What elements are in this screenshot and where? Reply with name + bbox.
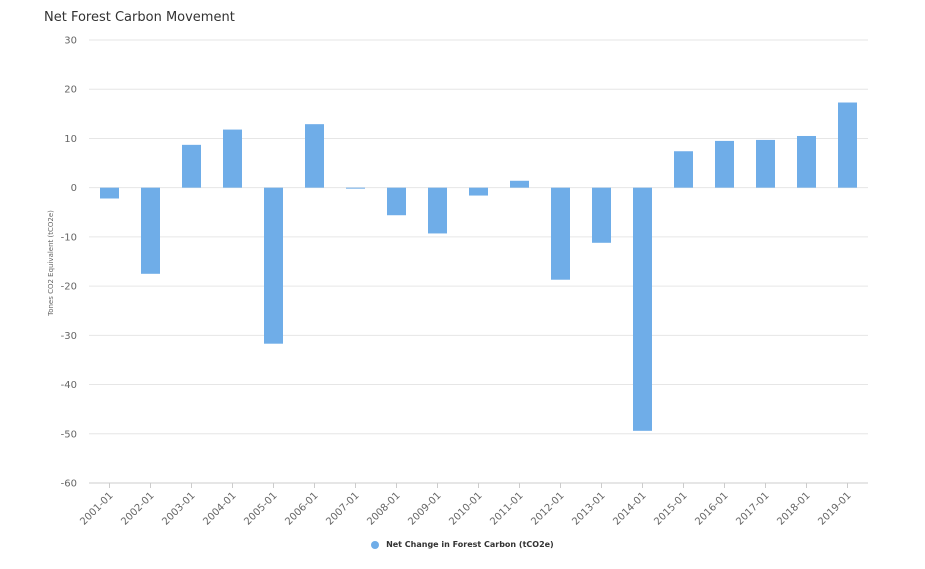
x-tick-label: 2007-01 bbox=[324, 490, 361, 527]
x-tick-label: 2003-01 bbox=[160, 490, 197, 527]
x-tick-label: 2013-01 bbox=[570, 490, 607, 527]
x-tick-label: 2001-01 bbox=[78, 490, 115, 527]
x-tick-label: 2005-01 bbox=[242, 490, 279, 527]
bar[interactable] bbox=[592, 187, 611, 243]
x-tick-label: 2012-01 bbox=[529, 490, 566, 527]
x-tick-label: 2014-01 bbox=[611, 490, 648, 527]
legend[interactable]: Net Change in Forest Carbon (tCO2e) bbox=[0, 540, 925, 549]
x-tick-label: 2011-01 bbox=[488, 490, 525, 527]
chart-title: Net Forest Carbon Movement bbox=[44, 10, 235, 25]
bar[interactable] bbox=[838, 102, 857, 188]
x-tick-label: 2018-01 bbox=[775, 490, 812, 527]
x-tick-label: 2004-01 bbox=[201, 490, 238, 527]
x-tick-label: 2015-01 bbox=[652, 490, 689, 527]
bar[interactable] bbox=[756, 139, 775, 188]
bar[interactable] bbox=[223, 129, 242, 188]
legend-label: Net Change in Forest Carbon (tCO2e) bbox=[386, 540, 554, 549]
bars bbox=[100, 102, 857, 431]
bar[interactable] bbox=[633, 187, 652, 431]
y-tick-label: -40 bbox=[61, 380, 77, 391]
y-axis-ticks: 30 20 10 0 -10 -20 -30 -40 -50 -60 bbox=[61, 36, 77, 490]
bar[interactable] bbox=[797, 135, 816, 188]
x-tick-label: 2008-01 bbox=[365, 490, 402, 527]
x-tick-label: 2010-01 bbox=[447, 490, 484, 527]
bar[interactable] bbox=[551, 187, 570, 280]
x-tick-label: 2006-01 bbox=[283, 490, 320, 527]
bar[interactable] bbox=[182, 144, 201, 188]
bar[interactable] bbox=[346, 187, 365, 189]
bar[interactable] bbox=[674, 151, 693, 188]
bar[interactable] bbox=[428, 187, 447, 234]
bar[interactable] bbox=[141, 187, 160, 274]
bar[interactable] bbox=[469, 187, 488, 196]
gridlines bbox=[89, 39, 868, 484]
bar[interactable] bbox=[305, 124, 324, 188]
y-axis-label: Tones CO2 Equivalent (tCO2e) bbox=[47, 210, 55, 317]
bar[interactable] bbox=[387, 187, 406, 216]
bar[interactable] bbox=[510, 180, 529, 188]
x-axis-ticks: 2001-01 2002-01 2003-01 2004-01 2005-01 2006-… bbox=[78, 483, 854, 528]
y-tick-label: -60 bbox=[61, 479, 77, 490]
y-tick-label: 30 bbox=[64, 36, 77, 47]
bar[interactable] bbox=[264, 187, 283, 344]
x-tick-label: 2009-01 bbox=[406, 490, 443, 527]
y-tick-label: -30 bbox=[61, 331, 77, 342]
legend-marker bbox=[371, 540, 380, 549]
y-tick-label: 10 bbox=[64, 134, 77, 145]
x-tick-label: 2019-01 bbox=[816, 490, 853, 527]
y-tick-label: -20 bbox=[61, 282, 77, 293]
y-tick-label: -10 bbox=[61, 232, 77, 243]
bar[interactable] bbox=[100, 187, 119, 199]
x-tick-label: 2017-01 bbox=[734, 490, 771, 527]
bar[interactable] bbox=[715, 140, 734, 188]
y-tick-label: 20 bbox=[64, 85, 77, 96]
y-tick-label: -50 bbox=[61, 429, 77, 440]
y-tick-label: 0 bbox=[71, 183, 77, 194]
x-tick-label: 2002-01 bbox=[119, 490, 156, 527]
x-tick-label: 2016-01 bbox=[693, 490, 730, 527]
